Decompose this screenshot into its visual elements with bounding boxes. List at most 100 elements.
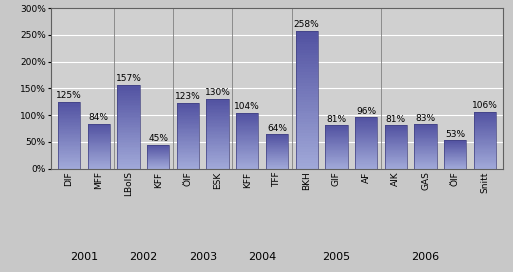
Bar (444, 166, 466, 167)
Bar (88, 146, 110, 147)
Bar (474, 158, 496, 160)
Bar (206, 142, 229, 144)
Bar (147, 153, 169, 154)
Text: 53%: 53% (445, 130, 465, 139)
Bar (415, 137, 437, 138)
Bar (325, 162, 347, 163)
Bar (415, 136, 437, 137)
Bar (58, 129, 80, 130)
Bar (117, 120, 140, 122)
Bar (474, 138, 496, 139)
Bar (236, 137, 259, 139)
Bar (177, 145, 199, 146)
Bar (88, 127, 110, 128)
Bar (117, 153, 140, 155)
Bar (444, 156, 466, 157)
Text: 106%: 106% (472, 101, 498, 110)
Bar (117, 118, 140, 120)
Bar (385, 140, 407, 141)
Bar (385, 128, 407, 129)
Bar (474, 168, 496, 169)
Bar (385, 149, 407, 150)
Bar (355, 166, 377, 168)
Bar (444, 164, 466, 165)
Bar (355, 158, 377, 159)
Bar (295, 75, 318, 78)
Bar (117, 123, 140, 125)
Bar (295, 83, 318, 86)
Bar (385, 126, 407, 127)
Bar (295, 113, 318, 116)
Bar (236, 146, 259, 147)
Bar (295, 36, 318, 39)
Bar (206, 146, 229, 148)
Bar (117, 137, 140, 138)
Bar (415, 126, 437, 127)
Bar (325, 126, 347, 127)
Bar (474, 115, 496, 116)
Bar (147, 167, 169, 168)
Bar (295, 91, 318, 94)
Bar (474, 112, 496, 113)
Bar (177, 129, 199, 131)
Bar (355, 149, 377, 150)
Bar (206, 152, 229, 153)
Bar (177, 140, 199, 141)
Bar (117, 150, 140, 152)
Bar (177, 116, 199, 117)
Bar (325, 143, 347, 144)
Bar (147, 151, 169, 152)
Bar (415, 154, 437, 155)
Bar (325, 151, 347, 152)
Bar (117, 91, 140, 93)
Bar (88, 155, 110, 156)
Bar (325, 141, 347, 142)
Bar (355, 129, 377, 130)
Bar (355, 139, 377, 140)
Bar (147, 154, 169, 155)
Bar (117, 127, 140, 128)
Bar (117, 98, 140, 100)
Bar (177, 119, 199, 120)
Bar (444, 165, 466, 166)
Bar (177, 157, 199, 158)
Bar (415, 150, 437, 151)
Bar (295, 50, 318, 53)
Bar (415, 155, 437, 156)
Bar (474, 114, 496, 115)
Bar (415, 143, 437, 144)
Bar (474, 121, 496, 122)
Bar (266, 136, 288, 137)
Bar (177, 146, 199, 148)
Bar (58, 163, 80, 165)
Bar (415, 165, 437, 166)
Bar (177, 159, 199, 161)
Bar (236, 118, 259, 119)
Bar (266, 150, 288, 151)
Bar (236, 140, 259, 141)
Bar (385, 153, 407, 154)
Bar (266, 143, 288, 144)
Bar (88, 149, 110, 150)
Bar (266, 148, 288, 149)
Bar (295, 69, 318, 72)
Bar (58, 134, 80, 135)
Bar (177, 163, 199, 165)
Bar (385, 130, 407, 131)
Bar (266, 141, 288, 142)
Bar (117, 88, 140, 90)
Bar (206, 140, 229, 141)
Bar (147, 149, 169, 150)
Bar (236, 155, 259, 156)
Bar (385, 135, 407, 136)
Bar (474, 153, 496, 154)
Text: 2005: 2005 (322, 252, 350, 262)
Bar (295, 152, 318, 155)
Bar (147, 156, 169, 157)
Bar (325, 158, 347, 159)
Bar (415, 132, 437, 133)
Bar (177, 112, 199, 113)
Bar (117, 115, 140, 117)
Bar (88, 151, 110, 152)
Bar (206, 134, 229, 135)
